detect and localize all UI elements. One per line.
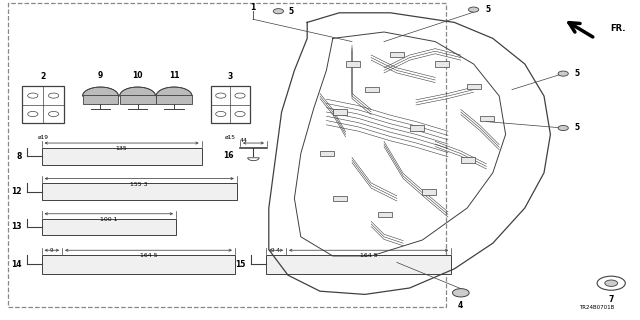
Wedge shape bbox=[248, 158, 259, 161]
Bar bbox=[346, 61, 360, 67]
Text: 15: 15 bbox=[236, 260, 246, 269]
Text: ø19: ø19 bbox=[38, 135, 49, 140]
Text: 100 1: 100 1 bbox=[100, 217, 118, 222]
Text: 16: 16 bbox=[223, 151, 234, 160]
Bar bbox=[156, 95, 192, 104]
Bar bbox=[42, 219, 176, 235]
Bar bbox=[8, 3, 446, 307]
Bar bbox=[42, 255, 235, 274]
Text: 8: 8 bbox=[17, 152, 22, 161]
Text: 5: 5 bbox=[289, 7, 294, 16]
Bar bbox=[211, 86, 250, 123]
Text: 9 4: 9 4 bbox=[271, 248, 280, 253]
Text: 155 3: 155 3 bbox=[131, 181, 148, 187]
Text: 13: 13 bbox=[12, 222, 22, 231]
Polygon shape bbox=[83, 87, 118, 96]
Text: 5: 5 bbox=[575, 124, 580, 132]
Text: 1: 1 bbox=[250, 4, 255, 12]
Bar bbox=[390, 52, 404, 57]
Circle shape bbox=[605, 280, 618, 286]
Bar bbox=[378, 212, 392, 217]
Bar bbox=[266, 255, 451, 274]
Circle shape bbox=[597, 276, 625, 290]
Polygon shape bbox=[156, 87, 192, 96]
Bar bbox=[42, 183, 237, 200]
Text: 164 5: 164 5 bbox=[360, 253, 378, 258]
Text: 7: 7 bbox=[609, 295, 614, 304]
Text: 14: 14 bbox=[12, 260, 22, 269]
Text: 135: 135 bbox=[116, 146, 127, 151]
Bar bbox=[83, 95, 118, 104]
Text: 5: 5 bbox=[485, 5, 490, 14]
Text: 11: 11 bbox=[169, 71, 179, 80]
Polygon shape bbox=[120, 87, 156, 96]
Bar bbox=[22, 86, 64, 123]
Text: 3: 3 bbox=[228, 72, 233, 81]
Bar bbox=[422, 189, 436, 195]
Text: TR24B0701B: TR24B0701B bbox=[579, 305, 614, 310]
Circle shape bbox=[558, 71, 568, 76]
Circle shape bbox=[558, 125, 568, 131]
Bar bbox=[365, 87, 379, 92]
Text: 4: 4 bbox=[458, 301, 463, 310]
Bar bbox=[120, 95, 156, 104]
Text: 5: 5 bbox=[575, 69, 580, 78]
Bar bbox=[42, 148, 202, 165]
Bar bbox=[333, 196, 347, 201]
Text: 9: 9 bbox=[98, 71, 103, 80]
Text: 12: 12 bbox=[12, 187, 22, 196]
Bar bbox=[467, 84, 481, 89]
Circle shape bbox=[452, 289, 469, 297]
Bar bbox=[410, 125, 424, 131]
Text: FR.: FR. bbox=[610, 24, 625, 33]
Bar bbox=[461, 157, 475, 163]
Text: 9: 9 bbox=[50, 248, 54, 253]
Circle shape bbox=[273, 9, 284, 14]
Text: ø15: ø15 bbox=[225, 135, 236, 140]
Bar bbox=[435, 61, 449, 67]
Bar bbox=[480, 116, 494, 121]
Circle shape bbox=[468, 7, 479, 12]
Text: 10: 10 bbox=[132, 71, 143, 80]
Text: 164 5: 164 5 bbox=[140, 253, 157, 258]
Text: 44: 44 bbox=[239, 138, 247, 143]
Bar bbox=[320, 151, 334, 156]
Bar bbox=[333, 109, 347, 115]
Text: 2: 2 bbox=[40, 72, 46, 81]
